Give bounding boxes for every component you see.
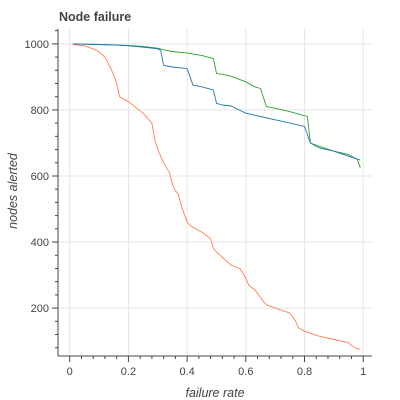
x-tick-label: 1 [360, 366, 366, 378]
series-line-3 [72, 44, 361, 350]
series-line-2 [72, 43, 361, 161]
y-tick-label: 800 [31, 105, 49, 117]
chart-title: Node failure [59, 10, 131, 24]
y-tick-label: 400 [31, 237, 49, 249]
y-tick-label: 1000 [25, 39, 49, 51]
x-tick-label: 0.8 [297, 366, 312, 378]
x-tick-label: 0.4 [179, 366, 194, 378]
y-axis-ticks: 200 400 600 800 1000 [25, 30, 58, 349]
series-line-1 [72, 43, 361, 168]
series-layer [72, 43, 361, 350]
gridlines [58, 29, 372, 356]
y-axis-label: nodes alerted [6, 152, 20, 229]
x-axis-label: failure rate [185, 386, 244, 400]
x-tick-label: 0.2 [121, 366, 136, 378]
x-tick-label: 0 [67, 366, 73, 378]
y-tick-label: 600 [31, 171, 49, 183]
x-axis-ticks: 0 0.2 0.4 0.6 0.8 1 [67, 356, 366, 378]
y-tick-label: 200 [31, 303, 49, 315]
x-tick-label: 0.6 [238, 366, 253, 378]
